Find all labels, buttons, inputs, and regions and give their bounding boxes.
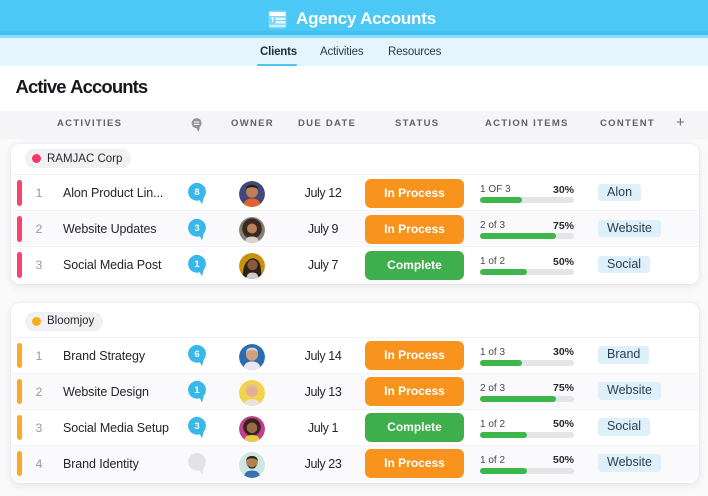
svg-text:6: 6	[194, 349, 199, 360]
svg-text:1: 1	[194, 259, 200, 270]
svg-text:1: 1	[194, 385, 200, 396]
svg-text:3: 3	[194, 421, 199, 432]
svg-text:3: 3	[194, 223, 199, 234]
svg-text:8: 8	[194, 187, 199, 198]
